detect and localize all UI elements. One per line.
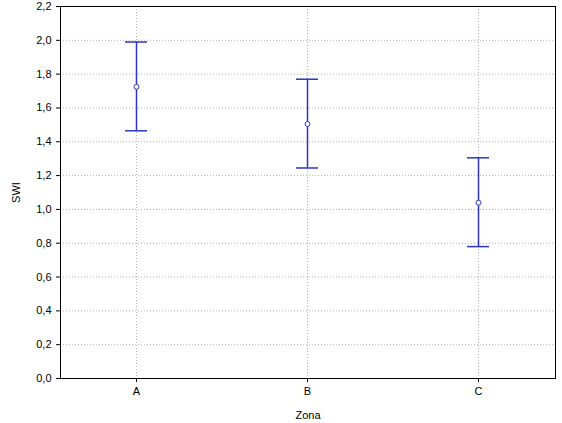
svg-text:1,6: 1,6 bbox=[36, 101, 51, 113]
svg-text:2,0: 2,0 bbox=[36, 34, 51, 46]
svg-text:SWI: SWI bbox=[10, 182, 22, 203]
svg-text:B: B bbox=[304, 385, 311, 397]
svg-text:1,4: 1,4 bbox=[36, 135, 51, 147]
svg-text:1,0: 1,0 bbox=[36, 203, 51, 215]
svg-text:0,2: 0,2 bbox=[36, 338, 51, 350]
svg-text:0,6: 0,6 bbox=[36, 271, 51, 283]
svg-text:1,2: 1,2 bbox=[36, 169, 51, 181]
svg-text:C: C bbox=[475, 385, 483, 397]
svg-text:0,4: 0,4 bbox=[36, 304, 51, 316]
svg-text:0,0: 0,0 bbox=[36, 372, 51, 384]
svg-text:0,8: 0,8 bbox=[36, 237, 51, 249]
svg-text:2,2: 2,2 bbox=[36, 0, 51, 12]
svg-text:A: A bbox=[133, 385, 141, 397]
svg-text:1,8: 1,8 bbox=[36, 68, 51, 80]
svg-text:Zona: Zona bbox=[295, 409, 321, 421]
